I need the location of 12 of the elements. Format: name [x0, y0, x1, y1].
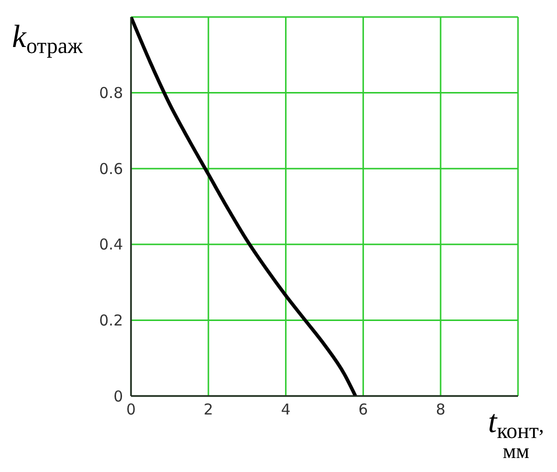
x-tick-label: 0	[126, 400, 136, 419]
y-tick-label: 0.2	[99, 312, 123, 330]
x-tick-label: 8	[436, 400, 446, 419]
y-axis-title: k$_{отраж}$	[12, 18, 84, 58]
x-tick-label: 4	[281, 400, 291, 419]
x-tick-label: 2	[204, 400, 214, 419]
y-tick-label: 0.4	[99, 236, 123, 254]
x-axis-title: t$_{конт}$, мм	[488, 403, 544, 463]
x-tick-label: 6	[358, 400, 368, 419]
y-tick-label: 0.6	[99, 160, 123, 178]
y-tick-label: 0.8	[99, 84, 123, 102]
y-tick-label: 0	[113, 387, 123, 406]
